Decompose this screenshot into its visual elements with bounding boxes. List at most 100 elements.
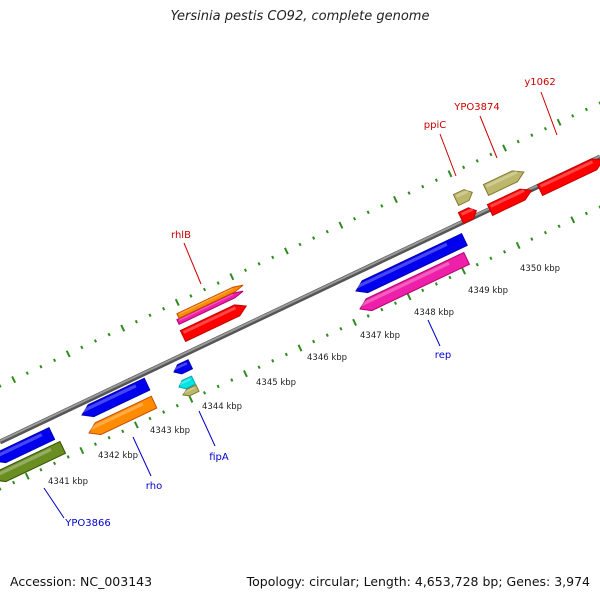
gene-fipa-khaki-highlight bbox=[183, 386, 195, 394]
lower-minor-tick bbox=[162, 410, 166, 414]
lower-minor-tick bbox=[52, 461, 57, 466]
lower-minor-tick bbox=[284, 352, 288, 357]
lower-minor-tick bbox=[12, 480, 16, 485]
upper-minor-tick bbox=[25, 371, 29, 375]
gene-rhlb-band-1-highlight bbox=[179, 294, 234, 321]
gene-fipa-arrow bbox=[173, 359, 194, 375]
gene-ypo3866-arrow-highlight bbox=[0, 433, 43, 457]
upper-minor-tick bbox=[584, 107, 588, 112]
lower-minor-tick bbox=[530, 237, 534, 241]
lower-minor-tick bbox=[312, 339, 316, 344]
gene-rep-arrow-blue-highlight bbox=[355, 242, 448, 289]
gene-ypo3874-box-highlight bbox=[485, 170, 518, 188]
upper-minor-tick bbox=[134, 319, 138, 324]
gene-ppic-arrow bbox=[457, 207, 478, 225]
upper-major-tick bbox=[174, 298, 180, 306]
forward-leader-line bbox=[439, 133, 457, 177]
lower-minor-tick bbox=[339, 326, 343, 331]
upper-minor-tick bbox=[52, 358, 57, 363]
gene-rhlb-arrow-highlight bbox=[182, 306, 237, 334]
lower-minor-tick bbox=[325, 333, 329, 337]
footer-summary: Topology: circular; Length: 4,653,728 bp… bbox=[246, 574, 590, 589]
gene-rep-arrow-magenta bbox=[359, 251, 471, 312]
reverse-leader-line bbox=[198, 410, 216, 447]
lower-major-tick bbox=[461, 267, 467, 275]
lower-minor-tick bbox=[489, 256, 493, 261]
upper-minor-tick bbox=[380, 204, 384, 208]
lower-major-tick bbox=[570, 216, 576, 224]
upper-minor-tick bbox=[189, 294, 193, 298]
features-forward bbox=[176, 158, 600, 343]
lower-minor-tick bbox=[584, 211, 588, 216]
lower-minor-tick bbox=[93, 442, 98, 446]
upper-major-tick bbox=[338, 221, 344, 229]
lower-major-tick bbox=[188, 395, 194, 403]
gene-rep-arrow-magenta-highlight bbox=[359, 261, 450, 307]
scale-labels: 4341 kbp 4342 kbp 4343 kbp 4344 kbp 4345 kbp… bbox=[48, 264, 560, 487]
upper-minor-tick bbox=[475, 159, 479, 163]
gene-ypo3874-box bbox=[482, 170, 525, 197]
scale-tick-label: 4342 kbp bbox=[98, 451, 138, 461]
upper-minor-tick bbox=[148, 313, 152, 318]
lower-minor-tick bbox=[66, 455, 70, 459]
lower-major-tick bbox=[79, 446, 85, 455]
gene-ypo3874-arrow-highlight bbox=[489, 189, 525, 208]
label-leaders bbox=[43, 91, 558, 519]
ticks-upper bbox=[0, 101, 600, 388]
lower-minor-tick bbox=[557, 224, 561, 229]
upper-major-tick bbox=[393, 195, 398, 204]
upper-minor-tick bbox=[434, 178, 438, 182]
gene-fipa-arrow-highlight bbox=[174, 362, 188, 371]
lower-minor-tick bbox=[121, 429, 125, 434]
upper-minor-tick bbox=[0, 384, 2, 388]
gene-fipa-cyan-highlight bbox=[179, 378, 191, 386]
upper-minor-tick bbox=[366, 210, 370, 215]
lower-minor-tick bbox=[216, 384, 220, 389]
upper-minor-tick bbox=[243, 268, 248, 273]
gene-ypo3866-olive-highlight bbox=[0, 447, 52, 476]
upper-minor-tick bbox=[530, 133, 534, 137]
gene-fipa-khaki bbox=[182, 384, 200, 397]
gene-rho-arrow-highlight bbox=[81, 384, 137, 413]
upper-minor-tick bbox=[162, 307, 166, 311]
upper-major-tick bbox=[502, 144, 507, 152]
lower-minor-tick bbox=[39, 467, 43, 472]
lower-minor-tick bbox=[148, 416, 152, 421]
gene-ppic-box-highlight bbox=[455, 189, 470, 198]
upper-minor-tick bbox=[421, 184, 425, 189]
upper-major-tick bbox=[447, 170, 453, 178]
forward-leader-line bbox=[479, 115, 498, 159]
upper-minor-tick bbox=[298, 242, 302, 247]
lower-minor-tick bbox=[448, 275, 452, 280]
upper-minor-tick bbox=[202, 287, 207, 292]
gene-rhlb-arrow bbox=[179, 304, 248, 343]
scale-tick-label: 4343 kbp bbox=[150, 426, 190, 436]
lower-minor-tick bbox=[175, 403, 179, 408]
upper-major-tick bbox=[65, 350, 71, 358]
footer-accession: Accession: NC_003143 bbox=[10, 574, 153, 589]
lower-minor-tick bbox=[434, 282, 438, 286]
forward-leader-line bbox=[540, 91, 558, 136]
scale-tick-label: 4348 kbp bbox=[414, 308, 454, 318]
upper-minor-tick bbox=[107, 332, 111, 337]
lower-minor-tick bbox=[393, 301, 398, 305]
reverse-gene-label: rho bbox=[146, 481, 162, 492]
gene-rho-orange-highlight bbox=[88, 402, 144, 431]
lower-minor-tick bbox=[0, 487, 2, 491]
upper-minor-tick bbox=[516, 139, 520, 144]
gene-ypo3874-arrow bbox=[486, 188, 533, 217]
forward-gene-label: YPO3874 bbox=[453, 102, 499, 113]
lower-minor-tick bbox=[107, 435, 111, 440]
upper-minor-tick bbox=[39, 364, 43, 369]
reverse-gene-label: rep bbox=[435, 350, 451, 361]
upper-minor-tick bbox=[80, 345, 84, 350]
gene-rhlb-band-2 bbox=[176, 284, 244, 319]
lower-minor-tick bbox=[271, 359, 275, 363]
upper-minor-tick bbox=[325, 229, 329, 234]
upper-minor-tick bbox=[216, 281, 220, 285]
upper-major-tick bbox=[120, 324, 126, 332]
upper-major-tick bbox=[229, 273, 235, 281]
lower-major-tick bbox=[406, 293, 412, 301]
forward-leader-line bbox=[183, 242, 202, 285]
